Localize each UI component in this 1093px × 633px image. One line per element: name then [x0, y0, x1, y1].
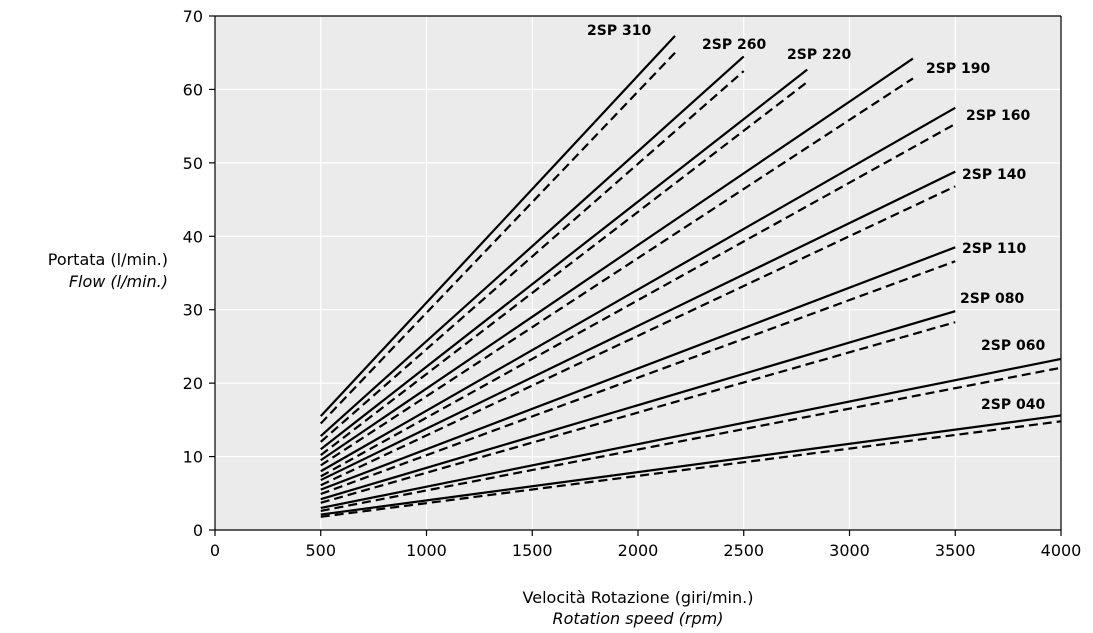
series-lines [319, 35, 1062, 518]
series-line-2sp-220-solid [320, 68, 808, 451]
series-label-2sp-160: 2SP 160 [966, 108, 1030, 124]
series-label-2sp-080: 2SP 080 [960, 291, 1024, 307]
y-tick-label: 50 [183, 154, 203, 173]
series-line-2sp-080-solid [320, 310, 956, 501]
series-line-2sp-310-solid [319, 35, 676, 417]
series-line-2sp-190-dashed [320, 77, 914, 467]
series-line-2sp-160-solid [320, 106, 956, 473]
series-line-2sp-110-dashed [320, 260, 956, 496]
series-label-2sp-140: 2SP 140 [962, 167, 1026, 183]
axes [209, 15, 1062, 536]
y-axis-title-en: Flow (l/min.) [69, 272, 168, 291]
series-line-2sp-040-dashed [320, 420, 1062, 518]
x-tick-label: 2500 [723, 541, 764, 560]
y-tick-label: 20 [183, 374, 203, 393]
x-tick-label: 4000 [1041, 541, 1082, 560]
series-line-2sp-310-dashed [319, 51, 676, 425]
series-line-2sp-140-solid [320, 170, 956, 482]
series-line-2sp-080-dashed [320, 321, 956, 504]
x-axis-title: Velocità Rotazione (giri/min.) [523, 588, 754, 607]
series-line-2sp-140-dashed [320, 185, 956, 487]
series-label-2sp-260: 2SP 260 [702, 37, 766, 53]
y-tick-label: 40 [183, 227, 203, 246]
y-tick-label: 30 [183, 301, 203, 320]
series-line-2sp-260-solid [320, 55, 745, 437]
series-label-2sp-040: 2SP 040 [981, 397, 1045, 413]
series-line-2sp-110-solid [320, 246, 956, 491]
series-line-2sp-160-dashed [320, 122, 956, 478]
y-tick-label: 10 [183, 448, 203, 467]
series-label-2sp-190: 2SP 190 [926, 61, 990, 77]
tick-labels: 0 500 1000 1500 2000 2500 3000 3500 4000 0 10 20 30 4… [183, 7, 1082, 560]
series-line-2sp-190-solid [320, 57, 914, 462]
series-label-2sp-310: 2SP 310 [587, 23, 651, 39]
series-label-2sp-060: 2SP 060 [981, 338, 1045, 354]
series-label-2sp-110: 2SP 110 [962, 241, 1026, 257]
x-tick-label: 3000 [829, 541, 870, 560]
grid [215, 16, 1061, 530]
series-label-2sp-220: 2SP 220 [787, 47, 851, 63]
x-tick-label: 2000 [618, 541, 659, 560]
series-line-2sp-040-solid [320, 414, 1062, 516]
x-tick-label: 1500 [512, 541, 553, 560]
y-axis-title: Portata (l/min.) [48, 250, 168, 269]
x-axis-title-en: Rotation speed (rpm) [553, 609, 724, 628]
y-tick-label: 0 [193, 521, 203, 540]
y-tick-label: 70 [183, 7, 203, 26]
x-tick-label: 3500 [935, 541, 976, 560]
y-tick-label: 60 [183, 80, 203, 99]
x-tick-label: 1000 [406, 541, 447, 560]
x-tick-label: 0 [210, 541, 220, 560]
series-labels: 2SP 310 2SP 260 2SP 220 2SP 190 2SP 160 2SP 1… [587, 23, 1045, 413]
x-tick-label: 500 [305, 541, 336, 560]
series-line-2sp-260-dashed [320, 70, 745, 443]
series-line-2sp-060-solid [320, 357, 1062, 510]
series-line-2sp-220-dashed [320, 81, 808, 456]
